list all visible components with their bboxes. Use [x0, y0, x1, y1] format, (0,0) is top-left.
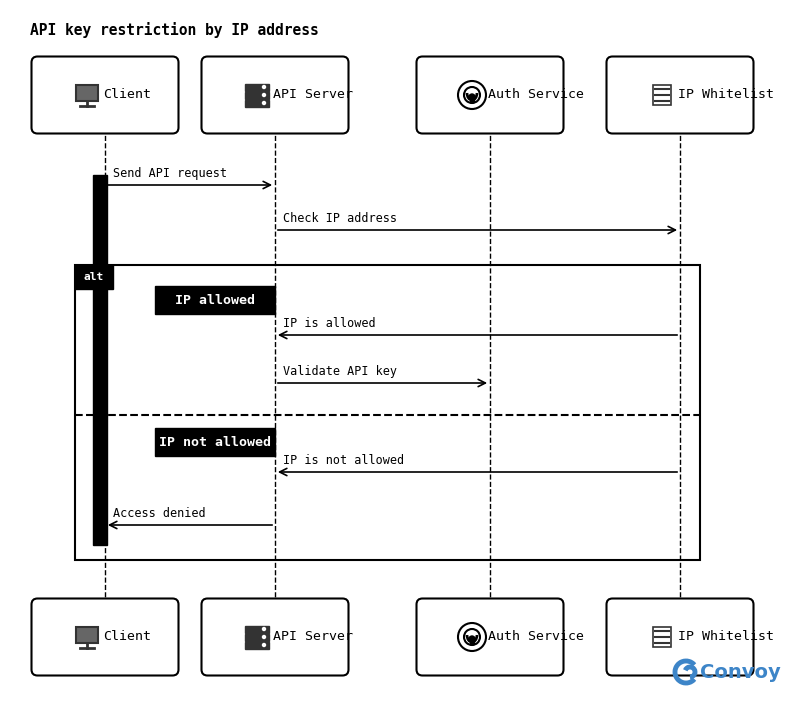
Text: Convoy: Convoy	[700, 663, 781, 682]
Text: Auth Service: Auth Service	[488, 630, 584, 644]
Bar	[155, 428, 275, 456]
Circle shape	[262, 102, 266, 105]
FancyBboxPatch shape	[76, 627, 98, 643]
Text: Check IP address: Check IP address	[283, 212, 397, 225]
Text: Validate API key: Validate API key	[283, 365, 397, 378]
FancyBboxPatch shape	[416, 599, 564, 675]
FancyBboxPatch shape	[202, 56, 348, 133]
FancyBboxPatch shape	[76, 85, 98, 101]
Text: Access denied: Access denied	[113, 507, 206, 520]
Text: API key restriction by IP address: API key restriction by IP address	[30, 22, 319, 38]
Bar	[470, 97, 474, 102]
Text: IP not allowed: IP not allowed	[159, 435, 271, 449]
Text: alt: alt	[84, 272, 104, 282]
Text: Client: Client	[103, 88, 151, 102]
Bar	[93, 175, 107, 545]
Circle shape	[262, 628, 266, 630]
FancyBboxPatch shape	[416, 56, 564, 133]
Circle shape	[262, 93, 266, 96]
Text: IP is not allowed: IP is not allowed	[283, 454, 404, 467]
FancyBboxPatch shape	[202, 599, 348, 675]
Bar	[245, 91, 269, 98]
Text: API Server: API Server	[273, 88, 353, 102]
Text: IP is allowed: IP is allowed	[283, 317, 376, 330]
Circle shape	[469, 94, 475, 100]
Bar	[245, 633, 269, 640]
Circle shape	[262, 86, 266, 88]
Bar	[75, 265, 113, 289]
FancyBboxPatch shape	[607, 599, 753, 675]
Bar	[653, 85, 671, 105]
FancyBboxPatch shape	[32, 56, 178, 133]
Bar	[470, 639, 474, 644]
Bar	[245, 84, 269, 91]
Bar	[155, 286, 275, 314]
Circle shape	[262, 644, 266, 647]
Text: IP allowed: IP allowed	[175, 293, 255, 307]
FancyBboxPatch shape	[32, 599, 178, 675]
Bar	[653, 627, 671, 647]
Circle shape	[469, 636, 475, 642]
Text: Send API request: Send API request	[113, 167, 227, 180]
Text: IP Whitelist: IP Whitelist	[678, 88, 774, 102]
Bar	[245, 100, 269, 107]
FancyBboxPatch shape	[607, 56, 753, 133]
Bar	[245, 625, 269, 633]
Text: Auth Service: Auth Service	[488, 88, 584, 102]
Text: IP Whitelist: IP Whitelist	[678, 630, 774, 644]
Bar	[75, 265, 700, 560]
Text: Client: Client	[103, 630, 151, 644]
Text: API Server: API Server	[273, 630, 353, 644]
Circle shape	[262, 635, 266, 639]
Bar	[245, 642, 269, 649]
